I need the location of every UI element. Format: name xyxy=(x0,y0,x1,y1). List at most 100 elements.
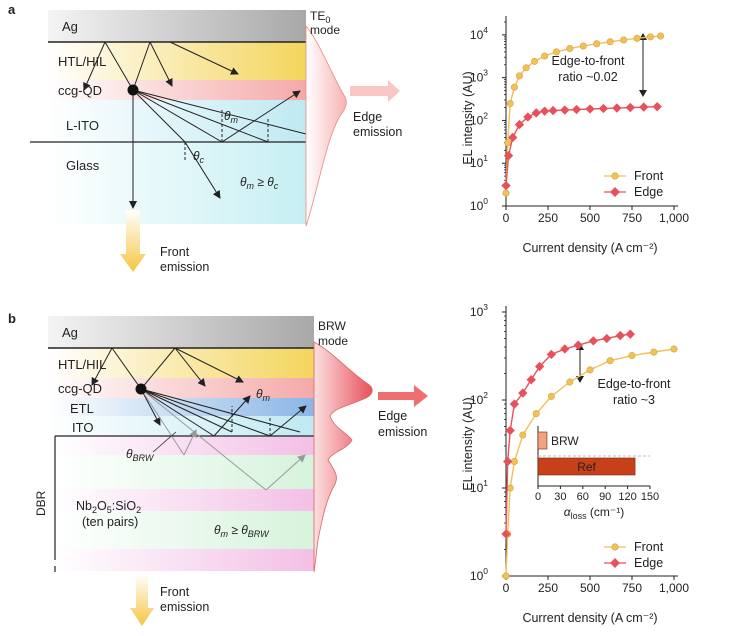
te0-mode-profile xyxy=(305,24,347,227)
data-point-front xyxy=(510,83,518,91)
data-point-front xyxy=(650,348,658,356)
data-point-front xyxy=(506,484,514,492)
data-point-front xyxy=(620,36,628,44)
front-emission-label: Front xyxy=(160,585,190,599)
y-tick-label: 100 xyxy=(470,196,488,213)
inset-x-tick-label: 60 xyxy=(577,491,589,503)
x-axis-label: Current density (A cm⁻²) xyxy=(522,611,657,625)
annotation-line: ratio ~3 xyxy=(613,393,655,407)
data-point-edge xyxy=(625,102,635,113)
front-emission-label: emission xyxy=(160,600,209,614)
dbr-layer-pink xyxy=(55,436,314,455)
data-point-front xyxy=(579,42,587,50)
layer-htl-b xyxy=(48,348,314,378)
data-point-edge xyxy=(639,102,649,112)
data-point-edge xyxy=(571,104,582,115)
layer-label: L-ITO xyxy=(66,118,99,133)
edge-emission-label: Edge xyxy=(378,409,407,423)
front-emission-label: Front xyxy=(160,245,190,259)
layer-label: HTL/HIL xyxy=(58,357,106,372)
data-point-edge xyxy=(560,105,570,115)
data-point-edge xyxy=(652,101,662,112)
light-rays-dbr xyxy=(140,388,306,491)
y-axis-label: EL intensity (AU) xyxy=(461,397,475,490)
data-point-edge xyxy=(539,106,550,116)
x-axis-label: Current density (A cm⁻²) xyxy=(522,241,657,255)
data-point-front xyxy=(633,34,641,42)
data-point-front xyxy=(657,32,665,40)
y-tick-label: 103 xyxy=(470,302,488,319)
layer-qd-b xyxy=(48,378,314,398)
x-tick-label: 250 xyxy=(538,211,558,225)
x-tick-label: 1,000 xyxy=(659,211,689,225)
data-point-front xyxy=(628,352,636,360)
data-point-edge xyxy=(585,104,595,114)
data-point-front xyxy=(502,572,510,580)
y-tick-label: 102 xyxy=(470,110,488,127)
edge-emission-arrow xyxy=(378,385,428,407)
mode-label-word: mode xyxy=(318,334,348,348)
y-tick-label: 101 xyxy=(470,153,488,170)
layer-label: Ag xyxy=(62,19,78,34)
dbr-pairs-label: (ten pairs) xyxy=(82,515,138,529)
legend-label: Edge xyxy=(634,185,663,199)
inset-x-axis-label: αloss (cm⁻¹) xyxy=(564,505,625,521)
dbr-layer-green xyxy=(55,511,314,549)
x-tick-label: 500 xyxy=(580,581,600,595)
data-point-edge xyxy=(503,151,514,161)
condition-label: θm ≥ θBRW xyxy=(214,523,270,539)
theta-brw-label: θBRW xyxy=(126,447,155,463)
data-point-front xyxy=(646,33,654,41)
inset-bar-brw xyxy=(537,431,548,450)
normal-lines xyxy=(231,406,271,436)
data-point-front xyxy=(506,99,514,107)
layer-label: ITO xyxy=(72,420,93,435)
data-point-front xyxy=(515,72,523,80)
layer-ag-a xyxy=(48,10,306,42)
chart-a: EL intensity (AU) Current density (A cm⁻… xyxy=(461,16,689,255)
data-point-front xyxy=(586,366,594,374)
annotation-line: Edge-to-front xyxy=(552,54,625,68)
y-tick-label: 104 xyxy=(470,25,488,42)
light-rays xyxy=(91,347,307,437)
y-tick-label: 103 xyxy=(470,68,488,85)
data-point-edge xyxy=(548,105,558,116)
mode-label: TE0 xyxy=(310,9,330,25)
edge-emission-arrow xyxy=(350,80,400,102)
data-point-edge xyxy=(598,103,609,114)
data-point-edge xyxy=(514,119,525,130)
layer-label: Ag xyxy=(62,325,78,340)
data-point-front xyxy=(532,410,540,418)
layer-label: Glass xyxy=(66,158,100,173)
data-point-front xyxy=(531,57,539,65)
legend-label: Front xyxy=(634,169,664,183)
legend-marker-edge xyxy=(610,187,620,197)
data-point-edge xyxy=(573,340,583,350)
mode-label-word: mode xyxy=(310,23,340,37)
panel-a-diagram: a Ag HTL/HIL ccg-QD L-ITO Glass xyxy=(8,2,402,274)
data-point-front xyxy=(566,45,574,53)
legend: Front Edge xyxy=(604,169,664,199)
data-point-front xyxy=(566,378,574,386)
data-point-edge xyxy=(625,329,635,339)
legend-label: Edge xyxy=(634,556,663,570)
dbr-label: DBR xyxy=(34,490,48,516)
inset-bar-label: BRW xyxy=(551,434,579,448)
normal-lines xyxy=(184,110,269,162)
data-point-edge xyxy=(534,361,545,372)
inset-x-tick-label: 0 xyxy=(535,491,541,503)
data-point-front xyxy=(519,431,527,439)
y-tick-label: 101 xyxy=(470,478,488,495)
panel-b-label: b xyxy=(8,311,16,326)
data-point-edge xyxy=(526,375,536,385)
front-emission-arrow xyxy=(130,574,154,626)
inset-bar-label: Ref xyxy=(577,460,596,474)
data-point-edge xyxy=(509,399,520,409)
light-rays xyxy=(83,41,307,209)
layer-label: ETL xyxy=(70,401,94,416)
inset-x-tick-label: 30 xyxy=(554,491,566,503)
inset-x-tick-label: 120 xyxy=(618,491,636,503)
data-point-edge xyxy=(615,330,625,341)
emitter-dot xyxy=(127,84,139,96)
